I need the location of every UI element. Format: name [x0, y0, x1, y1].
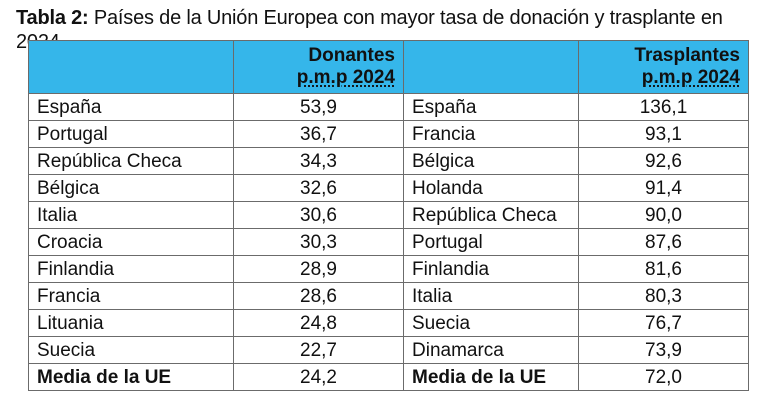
transplant-country: Francia [403, 120, 579, 148]
transplant-country: España [403, 93, 579, 121]
transplant-country: Finlandia [403, 255, 579, 283]
donor-country: Bélgica [28, 174, 234, 202]
donor-value: 28,6 [233, 282, 404, 310]
table-row: Lituania 24,8 Suecia 76,7 [28, 309, 749, 337]
donor-country: Finlandia [28, 255, 234, 283]
transplant-value: 91,4 [578, 174, 749, 202]
table-row: Francia 28,6 Italia 80,3 [28, 282, 749, 310]
donor-value: 34,3 [233, 147, 404, 175]
header-trasplantes-line1: Trasplantes [634, 45, 740, 66]
donation-transplant-table: Donantes p.m.p 2024 Trasplantes p.m.p 20… [28, 40, 749, 391]
eu-average-row: Media de la UE 24,2 Media de la UE 72,0 [28, 363, 749, 391]
transplant-value: 80,3 [578, 282, 749, 310]
transplant-value: 136,1 [578, 93, 749, 121]
header-trasplantes: Trasplantes p.m.p 2024 [578, 40, 749, 94]
donor-value: 28,9 [233, 255, 404, 283]
table-row: Croacia 30,3 Portugal 87,6 [28, 228, 749, 256]
caption-lead: Tabla 2: [16, 7, 89, 29]
donor-value: 30,6 [233, 201, 404, 229]
donor-country: República Checa [28, 147, 234, 175]
header-row: Donantes p.m.p 2024 Trasplantes p.m.p 20… [28, 40, 749, 94]
table-row: República Checa 34,3 Bélgica 92,6 [28, 147, 749, 175]
donor-value: 53,9 [233, 93, 404, 121]
header-donantes: Donantes p.m.p 2024 [233, 40, 404, 94]
donor-value: 36,7 [233, 120, 404, 148]
transplant-country: República Checa [403, 201, 579, 229]
header-trasplantes-line2: p.m.p 2024 [641, 67, 740, 88]
donor-country: Francia [28, 282, 234, 310]
transplant-value: 92,6 [578, 147, 749, 175]
table-row: España 53,9 España 136,1 [28, 93, 749, 121]
donor-eu-average-value: 24,2 [233, 363, 404, 391]
donor-country: España [28, 93, 234, 121]
transplant-eu-average-value: 72,0 [578, 363, 749, 391]
donor-value: 32,6 [233, 174, 404, 202]
donor-eu-average-label: Media de la UE [28, 363, 234, 391]
transplant-country: Italia [403, 282, 579, 310]
transplant-country: Portugal [403, 228, 579, 256]
donor-country: Suecia [28, 336, 234, 364]
table-row: Bélgica 32,6 Holanda 91,4 [28, 174, 749, 202]
transplant-value: 73,9 [578, 336, 749, 364]
table-row: Portugal 36,7 Francia 93,1 [28, 120, 749, 148]
donor-value: 22,7 [233, 336, 404, 364]
transplant-country: Bélgica [403, 147, 579, 175]
donor-country: Portugal [28, 120, 234, 148]
table-caption: Tabla 2: Países de la Unión Europea con … [16, 6, 770, 54]
donor-country: Italia [28, 201, 234, 229]
transplant-value: 81,6 [578, 255, 749, 283]
table-row: Italia 30,6 República Checa 90,0 [28, 201, 749, 229]
donor-value: 30,3 [233, 228, 404, 256]
transplant-eu-average-label: Media de la UE [403, 363, 579, 391]
transplant-value: 87,6 [578, 228, 749, 256]
header-blank-middle [403, 40, 579, 94]
header-donantes-line1: Donantes [308, 45, 395, 66]
donor-country: Croacia [28, 228, 234, 256]
transplant-value: 93,1 [578, 120, 749, 148]
transplant-value: 76,7 [578, 309, 749, 337]
donor-country: Lituania [28, 309, 234, 337]
transplant-country: Dinamarca [403, 336, 579, 364]
donor-value: 24,8 [233, 309, 404, 337]
table-row: Finlandia 28,9 Finlandia 81,6 [28, 255, 749, 283]
transplant-country: Suecia [403, 309, 579, 337]
header-donantes-line2: p.m.p 2024 [296, 67, 395, 88]
transplant-country: Holanda [403, 174, 579, 202]
transplant-value: 90,0 [578, 201, 749, 229]
header-blank-left [28, 40, 234, 94]
table-row: Suecia 22,7 Dinamarca 73,9 [28, 336, 749, 364]
